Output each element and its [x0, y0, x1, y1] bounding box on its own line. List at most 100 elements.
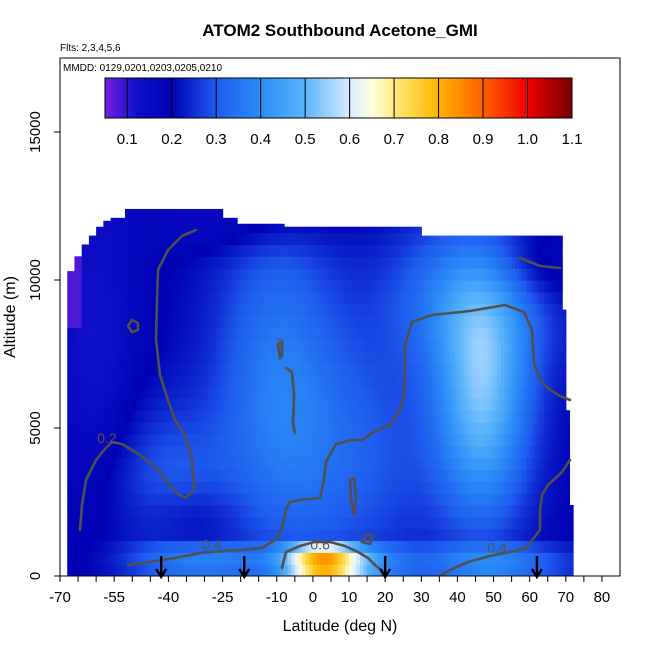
heatmap-cell: [399, 504, 404, 518]
heatmap-cell: [135, 291, 141, 305]
heatmap-cell: [526, 374, 531, 388]
heatmap-cell: [334, 528, 339, 542]
heatmap-cell: [461, 410, 466, 423]
heatmap-cell: [182, 208, 188, 222]
heatmap-cell: [186, 291, 191, 305]
heatmap-cell: [208, 315, 213, 328]
heatmap-cell: [85, 410, 90, 423]
heatmap-cell: [276, 386, 281, 399]
heatmap-cell: [96, 552, 101, 565]
heatmap-cell: [150, 351, 155, 364]
heatmap-cell: [85, 493, 90, 506]
heatmap-cell: [273, 398, 278, 411]
heatmap-cell: [562, 516, 567, 530]
heatmap-cell: [182, 528, 188, 542]
heatmap-cell: [511, 339, 516, 352]
heatmap-cell: [280, 540, 285, 553]
heatmap-cell: [399, 410, 404, 423]
heatmap-cell: [67, 433, 72, 447]
heatmap-cell: [356, 280, 361, 293]
heatmap-cell: [345, 351, 350, 364]
heatmap-cell: [121, 386, 126, 399]
heatmap-cell: [558, 445, 563, 459]
heatmap-cell: [515, 327, 520, 340]
heatmap-cell: [302, 291, 307, 305]
heatmap-cell: [99, 493, 104, 506]
heatmap-cell: [508, 256, 513, 269]
heatmap-cell: [204, 552, 209, 565]
heatmap-cell: [479, 315, 484, 328]
heatmap-cell: [428, 564, 433, 576]
heatmap-cell: [135, 374, 141, 388]
heatmap-cell: [222, 398, 227, 411]
heatmap-cell: [237, 469, 242, 482]
heatmap-cell: [247, 327, 253, 340]
heatmap-cell: [190, 564, 195, 576]
heatmap-cell: [294, 268, 300, 281]
heatmap-cell: [96, 244, 101, 257]
heatmap-cell: [482, 268, 487, 281]
heatmap-cell: [482, 398, 487, 411]
heatmap-cell: [439, 362, 444, 376]
heatmap-cell: [450, 457, 455, 471]
heatmap-cell: [197, 327, 202, 340]
heatmap-cell: [363, 469, 368, 482]
heatmap-cell: [551, 528, 556, 542]
heatmap-cell: [226, 433, 231, 447]
heatmap-cell: [135, 564, 141, 576]
heatmap-cell: [526, 457, 531, 471]
heatmap-cell: [497, 362, 502, 376]
heatmap-cell: [258, 362, 263, 376]
heatmap-cell: [396, 564, 401, 576]
heatmap-cell: [417, 256, 422, 269]
heatmap-cell: [334, 386, 339, 399]
heatmap-cell: [377, 374, 383, 388]
heatmap-cell: [569, 564, 574, 576]
heatmap-cell: [363, 564, 368, 576]
heatmap-cell: [280, 481, 285, 494]
heatmap-cell: [377, 256, 383, 269]
heatmap-cell: [526, 291, 531, 305]
heatmap-cell: [193, 564, 198, 576]
colorbar-tick-label: 0.1: [117, 131, 138, 148]
heatmap-cell: [265, 481, 271, 494]
heatmap-cell: [276, 268, 281, 281]
heatmap-cell: [450, 374, 455, 388]
heatmap-cell: [489, 235, 495, 246]
heatmap-cell: [497, 235, 502, 246]
heatmap-cell: [540, 410, 545, 423]
heatmap-cell: [471, 540, 477, 553]
heatmap-cell: [453, 504, 459, 518]
heatmap-cell: [482, 481, 487, 494]
heatmap-cell: [193, 469, 198, 482]
heatmap-cell: [457, 268, 462, 281]
heatmap-cell: [88, 445, 94, 459]
heatmap-cell: [74, 256, 79, 269]
heatmap-cell: [500, 516, 505, 530]
heatmap-cell: [544, 351, 549, 364]
heatmap-cell: [229, 303, 235, 317]
heatmap-cell: [544, 433, 549, 447]
heatmap-cell: [504, 398, 509, 411]
heatmap-cell: [106, 540, 112, 553]
heatmap-cell: [461, 256, 466, 269]
heatmap-cell: [182, 493, 188, 506]
heatmap-cell: [211, 339, 216, 352]
heatmap-cell: [432, 351, 437, 364]
heatmap-cell: [442, 327, 448, 340]
heatmap-cell: [320, 232, 325, 246]
heatmap-cell: [482, 303, 487, 317]
heatmap-cell: [244, 256, 249, 269]
heatmap-cell: [508, 398, 513, 411]
heatmap-cell: [359, 398, 365, 411]
heatmap-cell: [403, 256, 408, 269]
heatmap-cell: [432, 244, 437, 257]
heatmap-cell: [85, 504, 90, 518]
heatmap-cell: [117, 291, 123, 305]
heatmap-cell: [237, 481, 242, 494]
heatmap-cell: [237, 374, 242, 388]
heatmap-cell: [190, 445, 195, 459]
heatmap-cell: [450, 398, 455, 411]
heatmap-cell: [533, 235, 538, 246]
heatmap-cell: [482, 504, 487, 518]
